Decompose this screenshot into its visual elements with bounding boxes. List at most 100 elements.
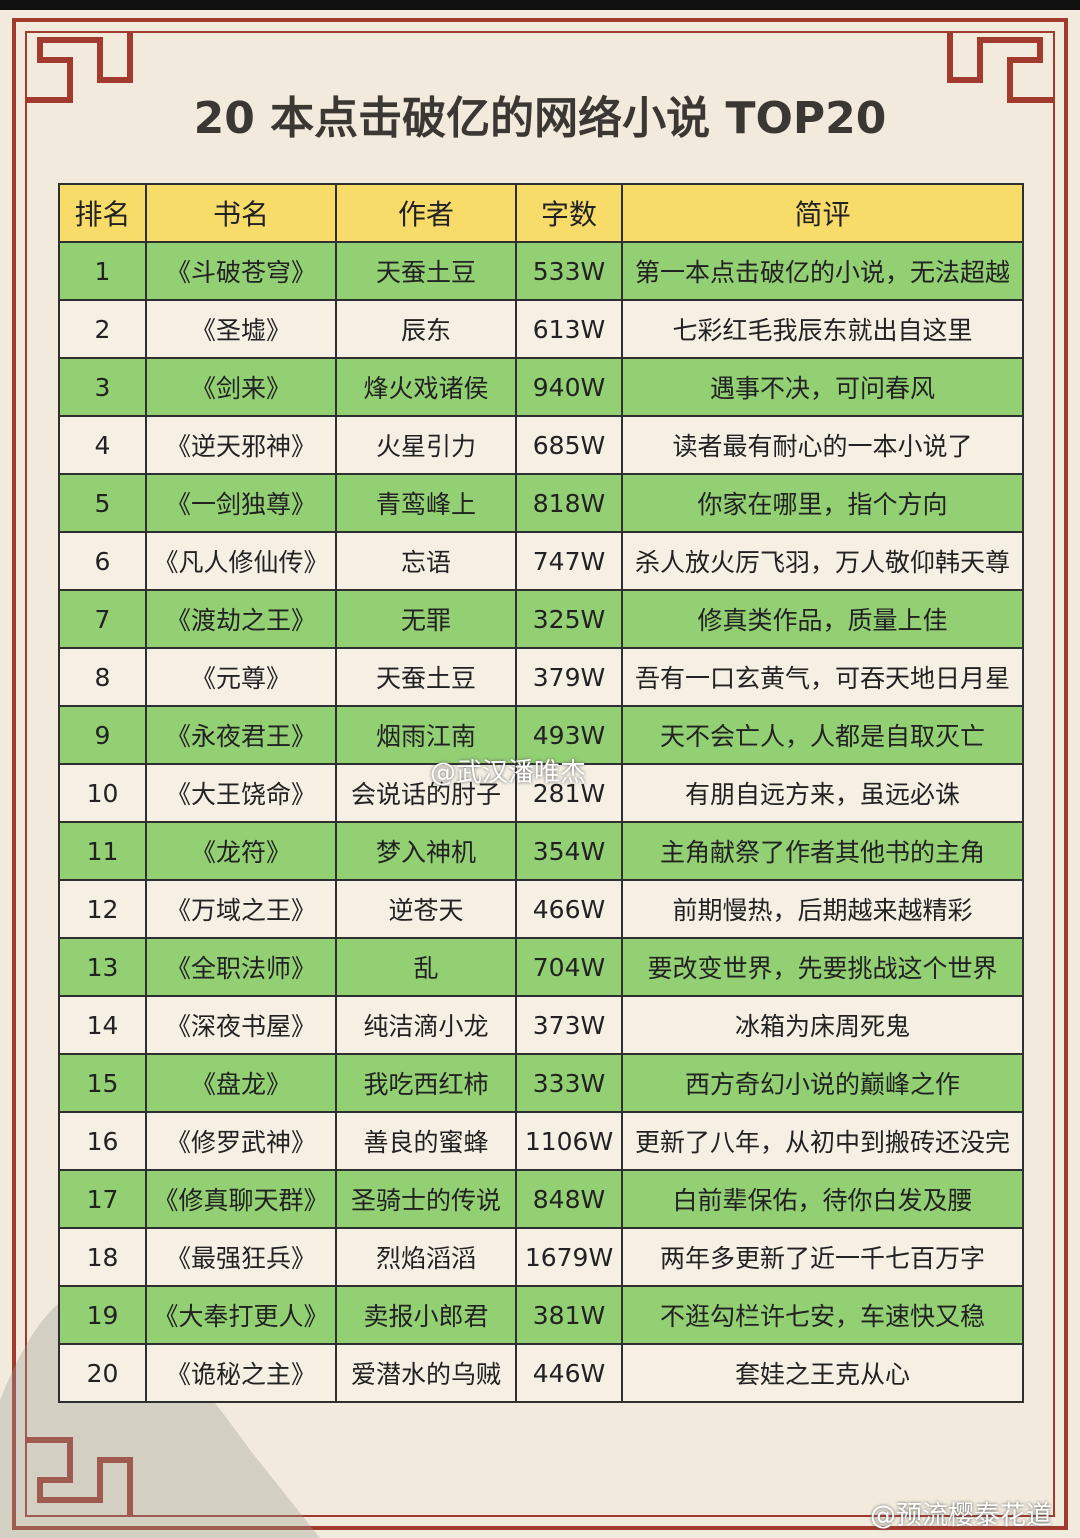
- table-cell: 15: [58, 1053, 147, 1113]
- table-row: 12 《万域之王》 逆苍天 466W 前期慢热，后期越来越精彩: [58, 879, 1024, 939]
- table-cell: 354W: [515, 821, 623, 881]
- corner-ornament: [26, 1437, 133, 1516]
- table-row: 18 《最强狂兵》 烈焰滔滔 1679W 两年多更新了近一千七百万字: [58, 1227, 1024, 1287]
- table-row: 15 《盘龙》 我吃西红柿 333W 西方奇幻小说的巅峰之作: [58, 1053, 1024, 1113]
- table-cell: 《元尊》: [145, 647, 337, 707]
- table-cell: 11: [58, 821, 147, 881]
- table-row: 11 《龙符》 梦入神机 354W 主角献祭了作者其他书的主角: [58, 821, 1024, 881]
- table-cell: 281W: [515, 763, 623, 823]
- table-cell: 无罪: [335, 589, 517, 649]
- table-cell: 《逆天邪神》: [145, 415, 337, 475]
- header-row: 排名 书名 作者 字数 简评: [58, 183, 1024, 243]
- table-cell: 圣骑士的传说: [335, 1169, 517, 1229]
- table-cell: 1: [58, 241, 147, 301]
- table-cell: 主角献祭了作者其他书的主角: [621, 821, 1024, 881]
- header-cell: 书名: [145, 183, 337, 243]
- table-cell: 6: [58, 531, 147, 591]
- table-cell: 西方奇幻小说的巅峰之作: [621, 1053, 1024, 1113]
- table-cell: 940W: [515, 357, 623, 417]
- table-cell: 685W: [515, 415, 623, 475]
- table-cell: 4: [58, 415, 147, 475]
- table-cell: 天蚕土豆: [335, 647, 517, 707]
- table-cell: 19: [58, 1285, 147, 1345]
- table-cell: 18: [58, 1227, 147, 1287]
- table-cell: 《修真聊天群》: [145, 1169, 337, 1229]
- table-cell: 卖报小郎君: [335, 1285, 517, 1345]
- table-cell: 第一本点击破亿的小说，无法超越: [621, 241, 1024, 301]
- table-cell: 1679W: [515, 1227, 623, 1287]
- table-cell: 《斗破苍穹》: [145, 241, 337, 301]
- table-cell: 读者最有耐心的一本小说了: [621, 415, 1024, 475]
- table-cell: 纯洁滴小龙: [335, 995, 517, 1055]
- table-cell: 《圣墟》: [145, 299, 337, 359]
- table-row: 4 《逆天邪神》 火星引力 685W 读者最有耐心的一本小说了: [58, 415, 1024, 475]
- table-cell: 七彩红毛我辰东就出自这里: [621, 299, 1024, 359]
- table-cell: 466W: [515, 879, 623, 939]
- table-cell: 533W: [515, 241, 623, 301]
- table-cell: 《渡劫之王》: [145, 589, 337, 649]
- table-row: 2 《圣墟》 辰东 613W 七彩红毛我辰东就出自这里: [58, 299, 1024, 359]
- table-cell: 梦入神机: [335, 821, 517, 881]
- table-cell: 3: [58, 357, 147, 417]
- table-cell: 446W: [515, 1343, 623, 1403]
- table-cell: 辰东: [335, 299, 517, 359]
- table-cell: 杀人放火厉飞羽，万人敬仰韩天尊: [621, 531, 1024, 591]
- table-row: 20 《诡秘之主》 爱潜水的乌贼 446W 套娃之王克从心: [58, 1343, 1024, 1403]
- table-row: 5 《一剑独尊》 青鸾峰上 818W 你家在哪里，指个方向: [58, 473, 1024, 533]
- table-cell: 7: [58, 589, 147, 649]
- inner-border: [25, 31, 1055, 1517]
- table-cell: 《修罗武神》: [145, 1111, 337, 1171]
- table-row: 3 《剑来》 烽火戏诸侯 940W 遇事不决，可问春风: [58, 357, 1024, 417]
- table-cell: 《凡人修仙传》: [145, 531, 337, 591]
- table-cell: 会说话的肘子: [335, 763, 517, 823]
- table-cell: 1106W: [515, 1111, 623, 1171]
- table-cell: 更新了八年，从初中到搬砖还没完: [621, 1111, 1024, 1171]
- table-cell: 乱: [335, 937, 517, 997]
- table-cell: 13: [58, 937, 147, 997]
- header-cell: 作者: [335, 183, 517, 243]
- table-cell: 天不会亡人，人都是自取灭亡: [621, 705, 1024, 765]
- table-cell: 不逛勾栏许七安，车速快又稳: [621, 1285, 1024, 1345]
- watermark: @预流樱泰花道: [870, 1501, 1053, 1531]
- table-cell: 我吃西红柿: [335, 1053, 517, 1113]
- corner-ornament: [947, 32, 1054, 103]
- table-cell: 704W: [515, 937, 623, 997]
- table-cell: 16: [58, 1111, 147, 1171]
- table-row: 1 《斗破苍穹》 天蚕土豆 533W 第一本点击破亿的小说，无法超越: [58, 241, 1024, 301]
- table-cell: 5: [58, 473, 147, 533]
- table-cell: 《大王饶命》: [145, 763, 337, 823]
- table-cell: 火星引力: [335, 415, 517, 475]
- table-cell: 烟雨江南: [335, 705, 517, 765]
- watermark: @武汉潘唯杰: [430, 758, 587, 788]
- table-cell: 《一剑独尊》: [145, 473, 337, 533]
- table-cell: 《盘龙》: [145, 1053, 337, 1113]
- table-cell: 两年多更新了近一千七百万字: [621, 1227, 1024, 1287]
- header-cell: 排名: [58, 183, 147, 243]
- table-row: 14 《深夜书屋》 纯洁滴小龙 373W 冰箱为床周死鬼: [58, 995, 1024, 1055]
- table-cell: 17: [58, 1169, 147, 1229]
- table-cell: 747W: [515, 531, 623, 591]
- table-cell: 2: [58, 299, 147, 359]
- table-cell: 381W: [515, 1285, 623, 1345]
- table-cell: 《永夜君王》: [145, 705, 337, 765]
- table-cell: 848W: [515, 1169, 623, 1229]
- table-cell: 烽火戏诸侯: [335, 357, 517, 417]
- table-cell: 20: [58, 1343, 147, 1403]
- table-cell: 套娃之王克从心: [621, 1343, 1024, 1403]
- table-cell: 8: [58, 647, 147, 707]
- table-row: 6 《凡人修仙传》 忘语 747W 杀人放火厉飞羽，万人敬仰韩天尊: [58, 531, 1024, 591]
- table-cell: 333W: [515, 1053, 623, 1113]
- table-cell: 379W: [515, 647, 623, 707]
- table-row: 9 《永夜君王》 烟雨江南 493W 天不会亡人，人都是自取灭亡: [58, 705, 1024, 765]
- header-cell: 简评: [621, 183, 1024, 243]
- table-cell: 613W: [515, 299, 623, 359]
- table: 排名 书名 作者 字数 简评 1 《斗破苍穹》 天蚕土豆 533W 第一本点击破亿的小说，无法超越…: [58, 183, 1024, 1403]
- table-cell: 白前辈保佑，待你白发及腰: [621, 1169, 1024, 1229]
- table-cell: 818W: [515, 473, 623, 533]
- table-row: 7 《渡劫之王》 无罪 325W 修真类作品，质量上佳: [58, 589, 1024, 649]
- outer-border: [12, 18, 1068, 1530]
- table-cell: 你家在哪里，指个方向: [621, 473, 1024, 533]
- table-cell: 忘语: [335, 531, 517, 591]
- table-cell: 修真类作品，质量上佳: [621, 589, 1024, 649]
- table-cell: 爱潜水的乌贼: [335, 1343, 517, 1403]
